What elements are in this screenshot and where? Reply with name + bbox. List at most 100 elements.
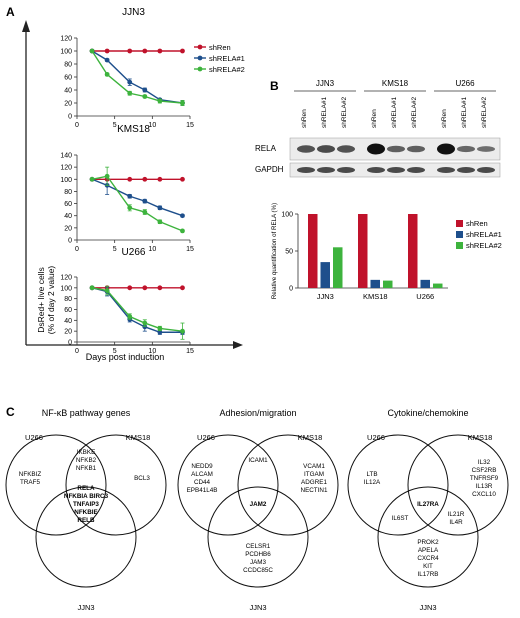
y-tick-label: 120 [60,275,72,282]
bar-legend-label: shRELA#1 [466,230,502,239]
venn-gene-u-only: EPB41L4B [187,487,218,494]
y-tick-label: 60 [64,75,72,82]
venn-set-label: JJN3 [249,603,266,612]
legend-item-shrela2: shRELA#2 [194,65,245,74]
venn-gene-j-only: APELA [418,547,439,554]
venn-circle-u266 [347,434,449,536]
series-line-shrela2 [91,287,183,332]
data-point [180,48,185,54]
gapdh-band [387,167,405,173]
data-point [104,173,110,179]
x-tick-label: 0 [75,246,79,253]
venn-gene-kj: IL21R [448,511,465,518]
venn-gene-u-only: CD44 [194,479,211,486]
lane-label: shRELA#2 [341,97,348,128]
legend-marker [197,55,203,61]
x-tick-label: 15 [186,246,194,253]
venn-circle-kms18 [407,434,509,536]
series-line-shrela2 [91,175,183,232]
venn-set-label: JJN3 [419,603,436,612]
y-tick-label: 20 [64,329,72,336]
venn-gene-u-only: TRAF5 [20,479,40,486]
y-tick-label: 0 [68,238,72,245]
venn-gene-all: TNFAIP3 [73,501,99,508]
y-tick-label: 60 [64,307,72,314]
cell-line-label: JJN3 [316,79,335,88]
x-tick-label: 15 [186,122,194,129]
y-tick-label: 80 [64,296,72,303]
data-point [157,219,163,225]
bar-category-label: JJN3 [317,292,334,301]
venn-gene-k-only: IL13R [476,483,493,490]
data-point [180,328,185,334]
panel-a-shared-axis [22,20,243,349]
venn-set-label: KMS18 [468,433,493,442]
y-tick-label: 20 [64,225,72,232]
gapdh-band [317,167,335,173]
y-tick-label: 60 [64,201,72,208]
y-tick-label: 100 [60,49,72,56]
data-point [127,176,133,182]
bar-category-label: KMS18 [363,292,388,301]
venn-title: NF-κB pathway genes [42,408,131,418]
rela-band [477,146,495,152]
legend-marker [197,44,203,50]
data-point [142,320,148,326]
venn-gene-k-only: CXCL10 [472,491,496,498]
data-point [157,48,163,54]
venn-gene-j-only: PCDHB6 [245,551,271,558]
venn-set-label: KMS18 [298,433,323,442]
gapdh-band [477,167,495,173]
venn-gene-kj: IL4R [449,519,463,526]
venn-1: NF-κB pathway genes U266 KMS18 JJN3 NFKBIZTR… [5,408,167,612]
bar-legend-swatch [456,242,463,249]
venn-set-label: JJN3 [77,603,94,612]
venn-set-label: U266 [25,433,43,442]
x-tick-label: 15 [186,348,194,355]
venn-gene-j-only: CXCR4 [417,555,439,562]
data-point [142,87,148,93]
data-point [142,209,148,215]
venn-circle-kms18 [65,434,167,536]
venn-diagrams: NF-κB pathway genes U266 KMS18 JJN3 NFKBIZTR… [5,408,509,612]
venn-gene-uk: IKBKE [77,449,96,456]
x-axis-label: Days post induction [86,352,165,362]
gapdh-band [457,167,475,173]
y-tick-label: 80 [64,62,72,69]
data-point [180,213,185,219]
data-point [127,79,133,85]
venn-gene-k-only: VCAM1 [303,463,325,470]
x-tick-label: 5 [113,122,117,129]
gapdh-band [297,167,315,173]
bar-kms18-shrela2 [383,280,393,288]
gapdh-band [437,167,455,173]
venn-gene-u-only: IL12A [364,479,381,486]
lane-label: shRELA#1 [321,97,328,128]
rela-band [367,143,385,155]
legend-marker [197,66,203,72]
data-point [180,285,185,291]
bar-legend-item-shren: shRen [456,219,488,228]
data-point [157,285,163,291]
line-chart-jjn3: JJN3 0 20 40 60 80 100 120 0 5 10 15 [60,7,194,129]
y-tick-label: 20 [64,101,72,108]
venn-gene-j-only: KIT [423,563,433,570]
venn-gene-k-only: CSF2RB [472,467,497,474]
x-tick-label: 0 [75,122,79,129]
venn-gene-k-only: NECTIN1 [301,487,328,494]
x-tick-label: 10 [148,246,156,253]
data-point [104,288,110,293]
bar-u266-shrela1 [420,279,430,288]
venn-circle-u266 [177,434,279,536]
y-tick-label: 100 [60,177,72,184]
data-point [89,176,95,182]
data-point [142,48,148,54]
rela-band [297,145,315,153]
data-point [180,176,185,182]
venn-set-label: U266 [197,433,215,442]
series-line-shrela1 [91,178,183,217]
data-point [104,72,110,77]
